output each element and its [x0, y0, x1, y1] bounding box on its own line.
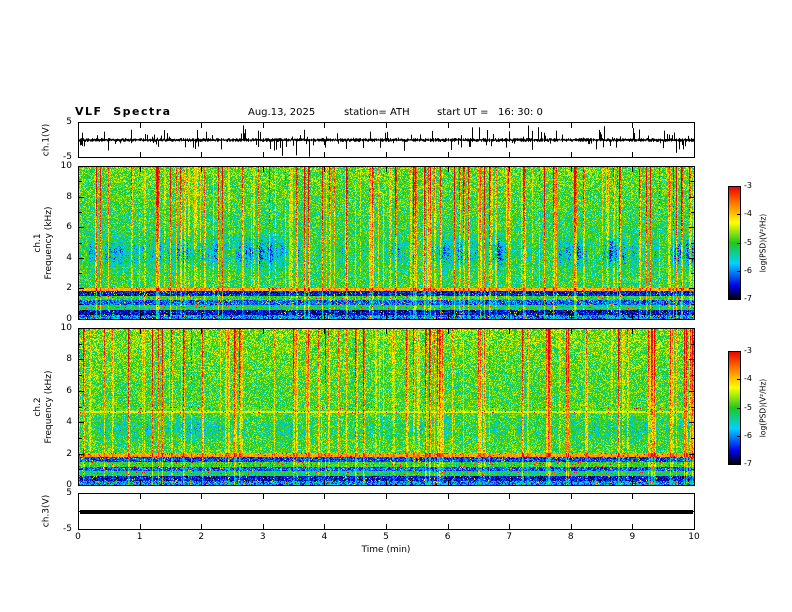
- ch3-waveform-panel: [78, 493, 695, 530]
- ch2-frequency-axis-label: ch.2 Frequency (kHz): [33, 370, 54, 444]
- tick-label: -3: [744, 181, 752, 190]
- tick-label: -3: [744, 346, 752, 355]
- tick-label: -5: [63, 524, 72, 534]
- tick-label: 5: [66, 117, 72, 127]
- tick-label: -5: [744, 402, 752, 412]
- ch1-spectrogram-panel: [78, 166, 695, 320]
- colorbar2-label: log(PSD)(V²/Hz): [758, 378, 768, 438]
- figure-title: VLF Spectra: [75, 105, 172, 118]
- ch2-spectrogram-panel: [78, 328, 695, 486]
- tick-label: 6: [66, 222, 72, 233]
- date-label: Aug.13, 2025: [248, 107, 316, 118]
- tick-label: -4: [744, 374, 752, 384]
- tick-label: 4: [66, 252, 72, 263]
- tick-label: 10: [60, 323, 72, 333]
- tick-label: 8: [567, 532, 574, 542]
- tick-label: 0: [75, 532, 81, 542]
- tick-label: 8: [66, 191, 72, 202]
- ch2-colorbar: [728, 351, 741, 465]
- tick-label: -7: [744, 294, 752, 303]
- tick-label: 5: [66, 488, 72, 498]
- tick-label: -5: [744, 237, 752, 247]
- tick-label: -6: [744, 265, 752, 275]
- ch3-voltage-axis-label: ch.3(V): [41, 494, 52, 528]
- tick-label: 10: [688, 532, 700, 542]
- time-axis-label: Time (min): [361, 545, 411, 555]
- tick-label: 6: [444, 532, 451, 542]
- tick-label: 4: [66, 417, 72, 428]
- tick-label: 2: [198, 532, 205, 542]
- tick-label: 3: [259, 532, 266, 542]
- tick-label: 2: [66, 448, 72, 459]
- start-ut-label: start UT = 16: 30: 0: [437, 107, 543, 118]
- tick-label: 5: [383, 532, 389, 542]
- ch1-colorbar: [728, 186, 741, 300]
- station-label: station= ATH: [344, 107, 410, 118]
- tick-label: -4: [744, 209, 752, 219]
- tick-label: 0: [66, 480, 72, 490]
- tick-label: 6: [66, 385, 72, 396]
- tick-label: 4: [321, 532, 328, 542]
- tick-label: 0: [66, 314, 72, 324]
- tick-label: 10: [60, 161, 72, 171]
- tick-label: 1: [136, 532, 143, 542]
- tick-label: 8: [66, 354, 72, 365]
- tick-label: -7: [744, 459, 752, 468]
- tick-label: -6: [744, 430, 752, 440]
- tick-label: 7: [506, 532, 513, 542]
- tick-label: 9: [629, 532, 636, 542]
- colorbar1-label: log(PSD)(V²/Hz): [758, 213, 768, 273]
- ch1-waveform-panel: [78, 122, 695, 158]
- tick-label: -5: [63, 152, 72, 162]
- tick-label: 2: [66, 283, 72, 294]
- ch1-frequency-axis-label: ch.1 Frequency (kHz): [33, 206, 54, 280]
